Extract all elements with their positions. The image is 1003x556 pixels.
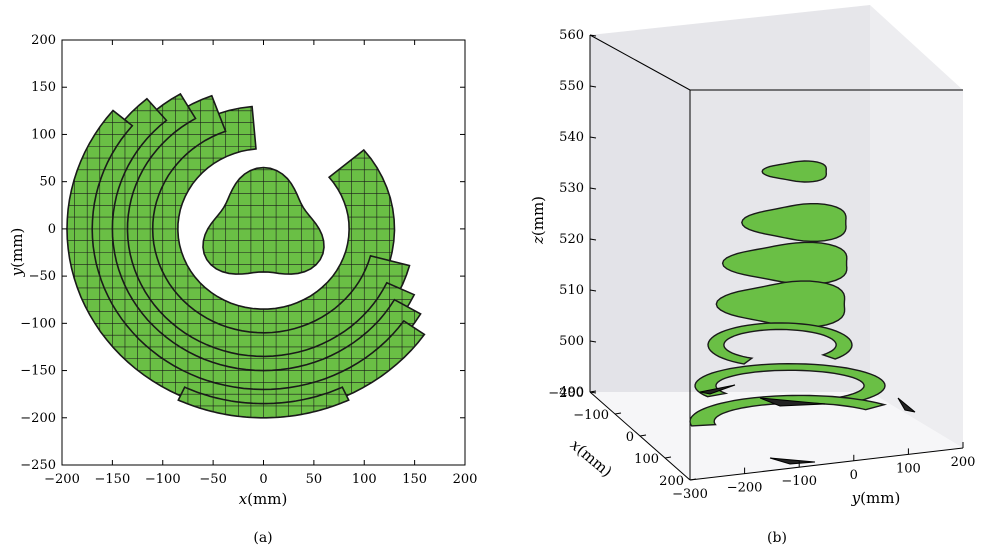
y-tick-label-b: 0 <box>850 468 858 483</box>
floor <box>590 392 963 480</box>
z-axis-unit-b: (mm) <box>529 196 547 236</box>
z-tick-label-b: 560 <box>559 28 584 43</box>
z-tick-label-b: 510 <box>559 283 584 298</box>
x-tick-label-a: −100 <box>145 472 181 487</box>
x-tick-label-a: −150 <box>95 472 131 487</box>
workspace-slice-b <box>741 203 847 242</box>
y-axis-label-a: y(mm) <box>8 228 26 278</box>
z-tick-label-b: 490 <box>559 385 584 400</box>
x-tick-label-a: −50 <box>199 472 226 487</box>
x-tick-label-a: −200 <box>44 472 80 487</box>
workspace-region-a <box>177 386 350 419</box>
y-tick-label-a: −50 <box>29 269 56 284</box>
y-tick-label-b: 200 <box>951 455 976 470</box>
x-tick-mark-b <box>664 456 672 459</box>
z-tick-label-b: 530 <box>559 181 584 196</box>
floor-fragment-b <box>759 397 826 407</box>
z-tick-mark-b <box>589 187 597 190</box>
x-tick-label-a: 0 <box>259 472 267 487</box>
side-wall <box>870 5 963 448</box>
z-tick-mark-b <box>589 136 597 139</box>
z-axis-var-b: z <box>529 236 547 245</box>
y-tick-label-b: −200 <box>727 481 763 496</box>
y-tick-label-a: 200 <box>31 33 56 48</box>
floor-fragment-b <box>699 384 736 395</box>
workspace-slice-b <box>707 322 853 365</box>
x-tick-mark-b <box>639 434 647 437</box>
y-axis-var-b: y <box>851 489 861 507</box>
x-tick-label-b: 0 <box>626 430 634 445</box>
x-tick-label-b: 200 <box>659 474 684 489</box>
x-tick-label-b: 100 <box>634 452 659 467</box>
floor-fragment-b <box>769 457 816 465</box>
y-axis-var-a: y <box>8 267 26 277</box>
x-tick-label-a: 200 <box>453 472 478 487</box>
x-axis-label-a: x(mm) <box>239 490 288 508</box>
z-tick-mark-b <box>589 289 597 292</box>
slice-set-b <box>689 160 916 465</box>
x-axis-unit-b: (mm) <box>573 441 615 481</box>
y-tick-label-a: 150 <box>31 80 56 95</box>
y-axis-unit-a: (mm) <box>8 228 26 268</box>
left-wall <box>590 35 690 480</box>
z-tick-mark-b <box>589 238 597 241</box>
y-tick-label-b: −100 <box>781 474 817 489</box>
caption-b: (b) <box>767 530 787 546</box>
x-tick-label-b: −200 <box>548 386 584 401</box>
x-ticks-a: −200 −150 −100 −50 0 50 100 150 200 <box>44 40 477 487</box>
x-tick-mark-b <box>589 390 597 393</box>
z-tick-label-b: 550 <box>559 79 584 94</box>
y-tick-label-b: 100 <box>896 461 921 476</box>
x-axis-unit-a: (mm) <box>247 490 287 508</box>
x-tick-label-b: −100 <box>573 408 609 423</box>
z-tick-label-b: 500 <box>559 334 584 349</box>
x-axis-var-a: x <box>239 490 248 508</box>
workspace-slice-b <box>761 160 828 183</box>
y-tick-label-a: −250 <box>20 458 56 473</box>
y-axis-label-b: y(mm) <box>851 489 901 507</box>
y-ticks-a: −250 −200 −150 −100 −50 0 50 100 150 200 <box>20 33 465 473</box>
workspace-slice-b <box>721 241 848 285</box>
z-ticks-b: 490 500 510 520 530 540 550 560 <box>559 28 597 400</box>
y-tick-label-a: 50 <box>39 175 56 190</box>
y-tick-label-a: −150 <box>20 364 56 379</box>
box-edge <box>689 447 964 481</box>
x-axis-label-b: x(mm) <box>567 436 616 481</box>
box-edge <box>589 34 691 91</box>
y-tick-label-a: 0 <box>48 222 56 237</box>
z-tick-mark-b <box>589 85 597 88</box>
workspace-slice-b <box>689 394 888 427</box>
z-tick-mark-b <box>589 34 597 37</box>
z-axis-label-b: z(mm) <box>529 196 547 245</box>
y-tick-label-a: −100 <box>20 316 56 331</box>
y-axis-unit-b: (mm) <box>860 489 900 507</box>
y-tick-label-b: −300 <box>672 487 708 502</box>
z-tick-label-b: 540 <box>559 130 584 145</box>
y-ticks-b: −300 −200 −100 0 100 200 <box>672 442 975 502</box>
y-tick-label-a: 100 <box>31 127 56 142</box>
z-tick-mark-b <box>589 340 597 343</box>
y-tick-label-a: −200 <box>20 411 56 426</box>
x-tick-label-a: 150 <box>402 472 427 487</box>
x-tick-label-a: 50 <box>306 472 323 487</box>
caption-a: (a) <box>253 530 272 546</box>
x-tick-mark-b <box>689 478 697 481</box>
panel-a: −200 −150 −100 −50 0 50 100 150 200 −250−200−150… <box>8 33 477 546</box>
floor-fragment-b <box>897 397 916 413</box>
x-tick-label-a: 100 <box>352 472 377 487</box>
z-tick-label-b: 520 <box>559 232 584 247</box>
x-tick-mark-b <box>614 412 622 415</box>
workspace-slice-b <box>715 280 846 328</box>
